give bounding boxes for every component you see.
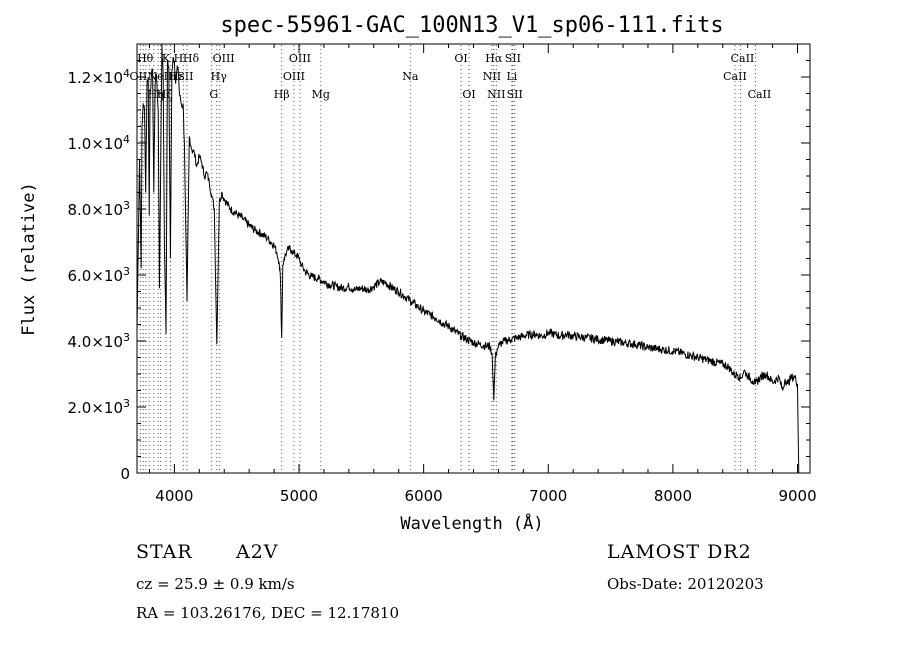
x-tick-label-2: 6000 xyxy=(405,487,443,505)
plot-frame xyxy=(136,43,811,474)
line-label-9: Hε xyxy=(169,70,185,83)
line-label-24: NII xyxy=(487,88,505,101)
line-label-17: OIII xyxy=(289,52,311,65)
line-label-23: Hα xyxy=(485,52,503,65)
survey-name: LAMOST DR2 xyxy=(607,541,752,563)
object-subclass: A2V xyxy=(236,541,279,563)
y-tick-label-4: 8.0×103 xyxy=(67,199,130,220)
y-tick-label-5: 1.0×104 xyxy=(67,133,130,154)
line-label-18: Mg xyxy=(312,88,330,101)
line-label-27: SII xyxy=(507,88,523,101)
coordinates: RA = 103.26176, DEC = 12.17810 xyxy=(136,604,400,622)
line-label-14: OIII xyxy=(213,52,235,65)
line-label-10: SII xyxy=(177,70,193,83)
line-label-7: K xyxy=(162,52,171,65)
line-label-25: Li xyxy=(506,70,517,83)
x-tick-label-0: 4000 xyxy=(155,487,193,505)
line-label-8: H xyxy=(174,52,184,65)
x-tick-label-5: 9000 xyxy=(778,487,816,505)
line-label-12: G xyxy=(209,88,218,101)
line-label-13: Hγ xyxy=(211,70,228,83)
spectrum-line xyxy=(136,43,800,474)
line-label-20: OI xyxy=(454,52,467,65)
line-label-3: Hθ xyxy=(137,52,154,65)
object-class: STAR xyxy=(136,541,193,563)
y-tick-label-1: 2.0×103 xyxy=(67,397,130,418)
line-label-22: NII xyxy=(483,70,501,83)
line-label-21: OI xyxy=(462,88,475,101)
line-label-28: CaII xyxy=(723,70,747,83)
x-axis-label: Wavelength (Å) xyxy=(400,512,543,534)
line-label-19: Na xyxy=(402,70,419,83)
x-tick-label-4: 8000 xyxy=(654,487,692,505)
y-axis-label: Flux (relative) xyxy=(19,182,39,336)
y-tick-label-0: 0 xyxy=(120,465,130,483)
line-label-11: Hδ xyxy=(183,52,200,65)
line-label-4: Hη xyxy=(148,88,164,101)
x-tick-label-1: 5000 xyxy=(280,487,318,505)
line-label-30: CaII xyxy=(748,88,772,101)
chart-title: spec-55961-GAC_100N13_V1_sp06-111.fits xyxy=(220,13,723,38)
line-label-29: CaII xyxy=(731,52,755,65)
line-label-6: Hζ xyxy=(157,88,173,101)
y-tick-label-3: 6.0×103 xyxy=(67,265,130,286)
y-tick-label-2: 4.0×103 xyxy=(67,331,130,352)
line-label-15: Hβ xyxy=(274,88,290,101)
y-tick-label-6: 1.2×104 xyxy=(67,67,130,88)
redshift-text: cz = 25.9 ± 0.9 km/s xyxy=(136,575,295,593)
y-axis: 0 2.0×103 4.0×103 6.0×103 8.0×103 1.0×104 1.2×… xyxy=(67,43,810,483)
x-axis: 4000 5000 6000 7000 8000 9000 xyxy=(148,44,817,505)
line-label-16: OIII xyxy=(283,70,305,83)
obs-date: Obs-Date: 20120203 xyxy=(607,575,764,593)
line-label-26: SII xyxy=(505,52,521,65)
x-tick-label-3: 7000 xyxy=(529,487,567,505)
